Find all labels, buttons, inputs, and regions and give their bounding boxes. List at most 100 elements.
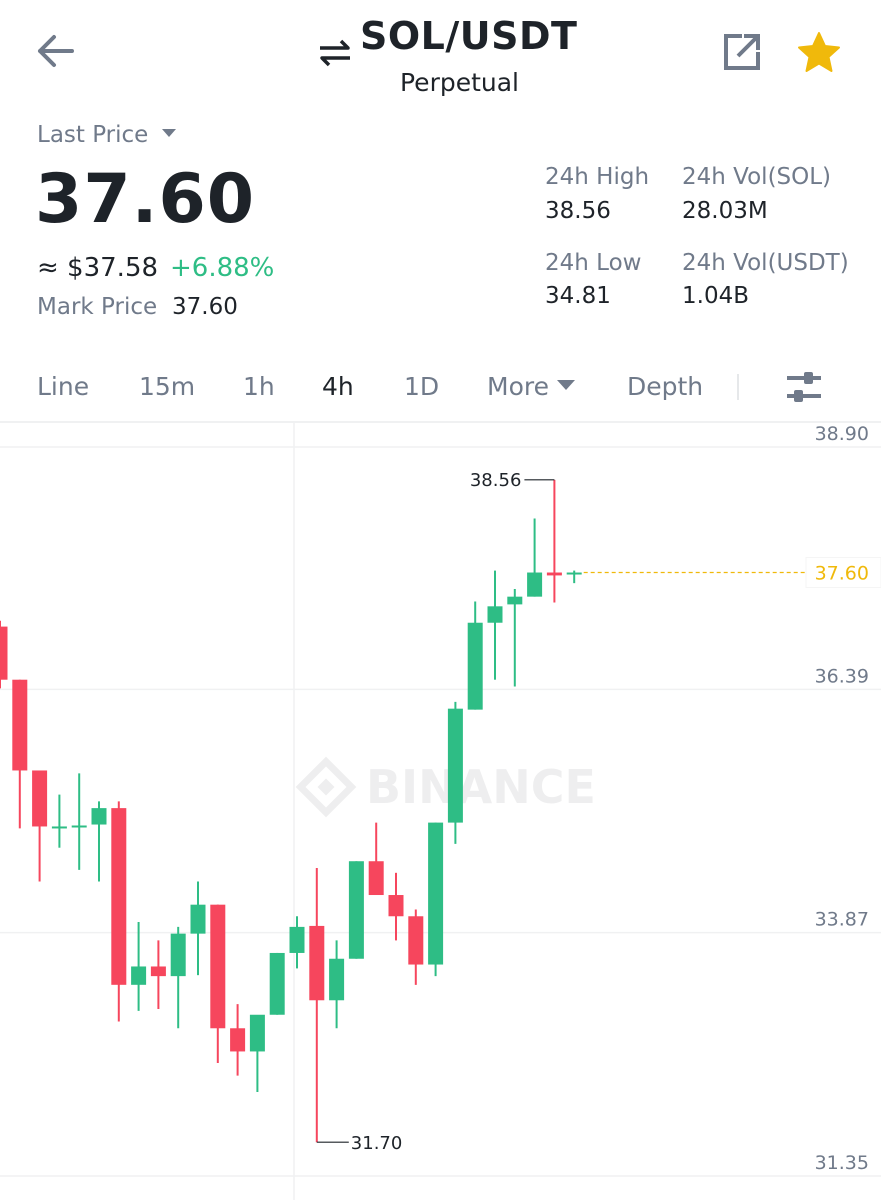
candle-body: [487, 606, 503, 623]
tab-line[interactable]: Line: [37, 372, 90, 401]
last-price-value: 37.60: [35, 160, 256, 239]
tab-more[interactable]: More: [487, 372, 575, 401]
last-price-label: Last Price: [37, 122, 149, 148]
candle-body: [269, 952, 285, 1015]
y-tick-label: 36.39: [815, 665, 869, 687]
candle-body: [388, 895, 404, 917]
candle-body: [289, 926, 305, 953]
candle: [131, 922, 147, 1011]
24h-vol-usdt-value: 1.04B: [682, 283, 749, 309]
candle: [527, 518, 543, 597]
candle: [111, 801, 127, 1022]
candle: [230, 1004, 246, 1076]
candle-body: [190, 904, 206, 934]
candle-body: [249, 1014, 265, 1052]
tab-15m[interactable]: 15m: [139, 372, 196, 401]
candle-body: [131, 966, 147, 985]
candle-body: [170, 933, 186, 977]
y-tick-label: 38.90: [815, 423, 869, 445]
candle-body: [309, 925, 325, 1001]
candle-body: [71, 825, 87, 828]
candle: [329, 940, 345, 1029]
candle: [467, 601, 483, 710]
candle: [12, 679, 28, 829]
mark-price-label: Mark Price: [37, 294, 158, 320]
candle: [388, 872, 404, 941]
candle-body: [150, 966, 166, 977]
candle: [71, 773, 87, 870]
mark-price-value: 37.60: [172, 294, 238, 320]
candle: [269, 952, 285, 1015]
approx-usd-value: ≈ $37.58: [37, 253, 159, 283]
candle: [190, 881, 206, 976]
candle: [566, 570, 582, 584]
tab-1d[interactable]: 1D: [404, 372, 440, 401]
candle: [91, 801, 107, 882]
tab-1h[interactable]: 1h: [243, 372, 275, 401]
watermark-text: BINANCE: [366, 760, 596, 814]
candle-body: [111, 808, 127, 985]
chart-top-border: [0, 421, 881, 423]
swap-icon[interactable]: [316, 36, 354, 70]
star-icon[interactable]: [796, 30, 842, 74]
candle-body: [12, 679, 28, 771]
low-marker-label: 31.70: [351, 1133, 403, 1154]
candle-body: [447, 708, 463, 823]
y-tick-label: 31.35: [815, 1152, 869, 1174]
chart-overlay: 38.56 31.70 37.60: [316, 470, 881, 1154]
candle-body: [467, 622, 483, 710]
candle-body: [507, 596, 523, 605]
candle: [150, 940, 166, 1009]
candle: [309, 867, 325, 1143]
candle-body: [32, 770, 48, 827]
chart-settings-icon[interactable]: [784, 368, 824, 406]
candle-body: [348, 861, 364, 959]
candle: [507, 588, 523, 687]
tab-more-label: More: [487, 372, 549, 401]
candle: [447, 701, 463, 844]
candle: [249, 1014, 265, 1092]
candle: [32, 770, 48, 882]
24h-high-value: 38.56: [545, 198, 611, 224]
candle-body: [566, 572, 582, 575]
candle: [170, 926, 186, 1029]
high-marker-label: 38.56: [470, 470, 522, 491]
binance-watermark: BINANCE: [295, 756, 596, 818]
candle: [0, 620, 8, 689]
candles: [0, 479, 582, 1143]
candle: [210, 904, 226, 1064]
candle: [408, 909, 424, 985]
24h-vol-usdt-label: 24h Vol(USDT): [682, 250, 849, 276]
candle-body: [368, 861, 384, 896]
candle: [428, 822, 444, 977]
candle: [546, 479, 562, 603]
candle: [368, 822, 384, 896]
caret-down-icon: [556, 380, 575, 390]
contract-type: Perpetual: [400, 68, 520, 97]
y-tick-label: 33.87: [815, 909, 869, 931]
tab-4h[interactable]: 4h: [322, 372, 354, 401]
24h-vol-sol-label: 24h Vol(SOL): [682, 164, 832, 190]
share-icon[interactable]: [720, 30, 764, 74]
candle-body: [51, 826, 67, 829]
candle-body: [0, 626, 8, 680]
candle: [51, 794, 67, 848]
24h-low-label: 24h Low: [545, 250, 642, 276]
back-arrow-icon[interactable]: [30, 28, 80, 74]
chart-grid: [0, 423, 881, 1200]
price-change-percent: +6.88%: [170, 253, 275, 283]
candle-body: [527, 572, 543, 597]
candle-body: [91, 808, 107, 825]
candle: [348, 861, 364, 959]
price-axis: 38.90 36.39 33.87 31.35: [815, 423, 869, 1174]
candle: [487, 570, 503, 680]
candle-body: [210, 904, 226, 1029]
tab-divider: [737, 374, 739, 400]
last-price-dropdown[interactable]: Last Price: [37, 122, 177, 148]
pair-title[interactable]: SOL/USDT: [360, 14, 578, 58]
24h-low-value: 34.81: [545, 283, 611, 309]
candle-body: [546, 572, 562, 576]
tab-depth[interactable]: Depth: [627, 372, 704, 401]
caret-down-icon: [162, 128, 177, 137]
